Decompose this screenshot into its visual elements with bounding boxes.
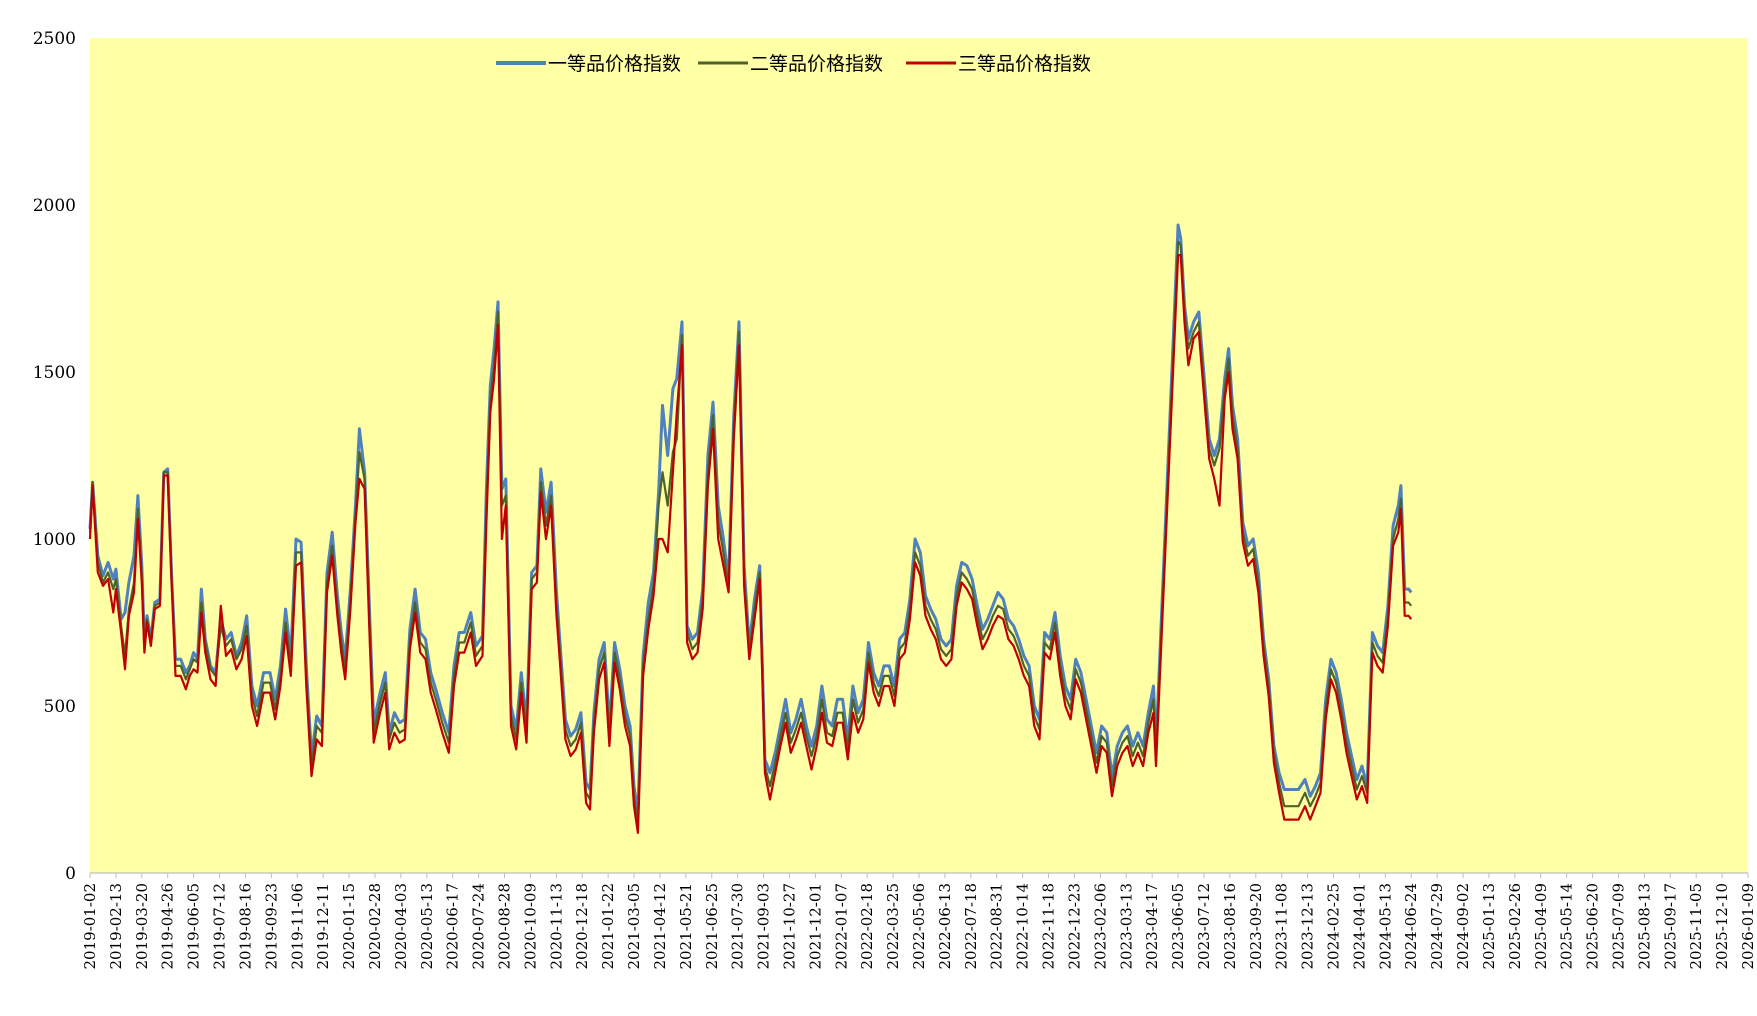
x-tick-label: 2021-07-30 bbox=[729, 883, 747, 969]
x-tick-label: 2024-09-02 bbox=[1454, 883, 1472, 969]
series-lines bbox=[88, 223, 1413, 835]
x-tick-label: 2024-02-25 bbox=[1325, 883, 1343, 969]
x-tick-label: 2020-10-09 bbox=[521, 883, 539, 969]
x-tick-label: 2022-01-07 bbox=[832, 883, 850, 969]
plot-area-background bbox=[90, 38, 1748, 873]
x-tick-label: 2022-05-06 bbox=[910, 883, 928, 969]
legend: 一等品价格指数 二等品价格指数 三等品价格指数 bbox=[496, 53, 1091, 75]
x-tick-label: 2021-12-01 bbox=[806, 883, 824, 969]
x-tick-label: 2021-01-22 bbox=[599, 883, 617, 969]
x-tick-label: 2019-06-05 bbox=[185, 883, 203, 969]
legend-label-1: 一等品价格指数 bbox=[548, 53, 681, 75]
x-tick-label: 2024-07-29 bbox=[1428, 883, 1446, 969]
x-tick-label: 2021-05-21 bbox=[677, 883, 695, 969]
x-tick-label: 2020-11-13 bbox=[547, 883, 565, 969]
x-tick-label: 2022-11-18 bbox=[1040, 883, 1058, 969]
x-tick-label: 2022-08-31 bbox=[988, 883, 1006, 969]
x-tick-label: 2023-08-16 bbox=[1221, 883, 1239, 969]
x-tick-label: 2025-09-17 bbox=[1661, 883, 1679, 969]
y-tick-label: 2000 bbox=[33, 196, 76, 216]
x-tick-label: 2020-02-28 bbox=[366, 883, 384, 969]
x-tick-label: 2020-12-18 bbox=[573, 883, 591, 969]
y-tick-label: 2500 bbox=[33, 29, 76, 49]
x-tick-label: 2024-04-01 bbox=[1350, 883, 1368, 969]
y-axis-ticks: 0 500 1000 1500 2000 2500 bbox=[33, 29, 76, 884]
x-tick-label: 2022-07-18 bbox=[962, 883, 980, 969]
y-tick-label: 1000 bbox=[33, 530, 76, 550]
y-tick-label: 500 bbox=[44, 697, 76, 717]
x-tick-label: 2023-03-13 bbox=[1117, 883, 1135, 969]
x-tick-label: 2020-06-17 bbox=[444, 883, 462, 969]
x-tick-label: 2025-04-09 bbox=[1532, 883, 1550, 969]
x-tick-label: 2021-10-27 bbox=[780, 883, 798, 969]
x-tick-label: 2023-11-08 bbox=[1273, 883, 1291, 969]
x-tick-label: 2022-12-23 bbox=[1065, 883, 1083, 969]
x-tick-label: 2021-03-05 bbox=[625, 883, 643, 969]
x-tick-label: 2020-08-28 bbox=[496, 883, 514, 969]
x-tick-label: 2024-05-13 bbox=[1376, 883, 1394, 969]
x-tick-label: 2020-05-13 bbox=[418, 883, 436, 969]
x-tick-label: 2021-09-03 bbox=[755, 883, 773, 969]
x-tick-label: 2023-07-12 bbox=[1195, 883, 1213, 969]
x-tick-label: 2025-06-20 bbox=[1584, 883, 1602, 969]
x-tick-label: 2025-12-10 bbox=[1713, 883, 1731, 969]
x-tick-label: 2025-01-13 bbox=[1480, 883, 1498, 969]
x-tick-label: 2023-02-06 bbox=[1091, 883, 1109, 969]
x-tick-label: 2020-07-24 bbox=[470, 883, 488, 969]
x-tick-label: 2025-08-13 bbox=[1635, 883, 1653, 969]
x-tick-label: 2020-01-15 bbox=[340, 883, 358, 969]
y-tick-label: 0 bbox=[65, 864, 76, 884]
x-tick-label: 2021-04-12 bbox=[651, 883, 669, 969]
x-tick-label: 2023-04-17 bbox=[1143, 883, 1161, 969]
x-tick-label: 2019-12-11 bbox=[314, 883, 332, 969]
x-tick-label: 2022-06-13 bbox=[936, 883, 954, 969]
x-tick-label: 2023-12-13 bbox=[1299, 883, 1317, 969]
legend-label-3: 三等品价格指数 bbox=[958, 53, 1091, 75]
x-tick-label: 2022-03-25 bbox=[884, 883, 902, 969]
x-tick-label: 2019-08-16 bbox=[236, 883, 254, 969]
legend-label-2: 二等品价格指数 bbox=[750, 53, 883, 75]
x-tick-label: 2019-03-20 bbox=[133, 883, 151, 969]
x-tick-label: 2019-09-23 bbox=[262, 883, 280, 969]
x-tick-label: 2025-07-09 bbox=[1609, 883, 1627, 969]
x-axis-ticks: 2019-01-02 2019-02-13 2019-03-20 2019-04-26… bbox=[81, 873, 1757, 969]
x-tick-label: 2019-11-06 bbox=[288, 883, 306, 969]
x-tick-label: 2020-04-03 bbox=[392, 883, 410, 969]
x-tick-label: 2022-10-14 bbox=[1014, 883, 1032, 969]
series-line-3 bbox=[88, 254, 1413, 835]
y-tick-label: 1500 bbox=[33, 363, 76, 383]
x-tick-label: 2019-04-26 bbox=[159, 883, 177, 969]
x-tick-label: 2023-06-05 bbox=[1169, 883, 1187, 969]
x-tick-label: 2025-11-05 bbox=[1687, 883, 1705, 969]
x-tick-label: 2019-07-12 bbox=[211, 883, 229, 969]
x-tick-label: 2026-01-09 bbox=[1739, 883, 1757, 969]
x-tick-label: 2019-01-02 bbox=[81, 883, 99, 969]
series-line-1 bbox=[88, 223, 1413, 815]
x-tick-label: 2022-02-18 bbox=[858, 883, 876, 969]
x-tick-label: 2023-09-20 bbox=[1247, 883, 1265, 969]
x-tick-label: 2025-05-14 bbox=[1558, 883, 1576, 969]
series-line-2 bbox=[88, 240, 1413, 825]
x-tick-label: 2024-06-24 bbox=[1402, 883, 1420, 969]
x-tick-label: 2021-06-25 bbox=[703, 883, 721, 969]
x-tick-label: 2019-02-13 bbox=[107, 883, 125, 969]
x-tick-label: 2025-02-26 bbox=[1506, 883, 1524, 969]
